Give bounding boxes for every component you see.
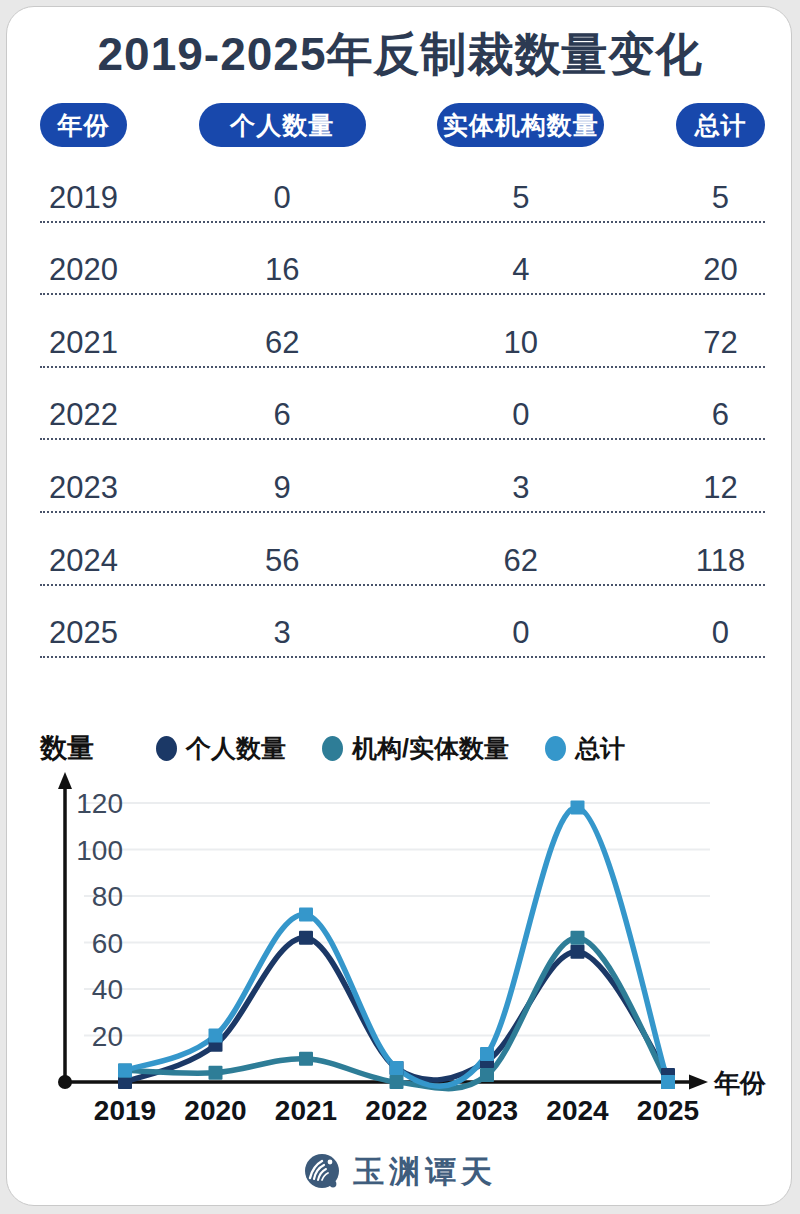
- value-cell: 5: [437, 181, 604, 215]
- x-tick-label: 2020: [184, 1095, 246, 1126]
- y-axis-title: 数量: [40, 730, 94, 766]
- y-tick-label: 120: [76, 788, 123, 819]
- data-point-marker: [299, 908, 313, 922]
- legend-item: 个人数量: [156, 732, 286, 765]
- legend-item: 总计: [545, 732, 625, 765]
- value-cell: 4: [437, 253, 604, 287]
- table-header-total: 总计: [676, 103, 765, 147]
- year-cell: 2024: [40, 544, 127, 578]
- chart-legend: 个人数量 机构/实体数量 总计: [156, 732, 625, 765]
- table-row: 2019 0 5 5: [40, 150, 765, 223]
- page-title: 2019-2025年反制裁数量变化: [0, 24, 800, 86]
- year-cell: 2019: [40, 181, 127, 215]
- logo-text: 玉渊谭天: [353, 1151, 497, 1193]
- table-row: 2021 62 10 72: [40, 295, 765, 368]
- year-cell: 2025: [40, 616, 127, 650]
- data-point-marker: [118, 1063, 132, 1077]
- table-row: 2024 56 62 118: [40, 513, 765, 586]
- table-header-year: 年份: [40, 103, 127, 147]
- data-point-marker: [390, 1061, 404, 1075]
- legend-dot-icon: [156, 736, 177, 761]
- logo-icon: [303, 1152, 343, 1192]
- y-tick-label: 20: [92, 1021, 123, 1052]
- value-cell: 56: [199, 544, 366, 578]
- legend-label: 总计: [575, 732, 625, 765]
- value-cell: 10: [437, 326, 604, 360]
- y-tick-label: 100: [76, 835, 123, 866]
- data-point-marker: [661, 1075, 675, 1089]
- line-chart: 20 40 60 80 100 120 2019 2020 2021 2022 2023 2024 20…: [0, 768, 800, 1130]
- data-point-marker: [571, 931, 585, 945]
- value-cell: 9: [199, 471, 366, 505]
- table-row: 2023 9 3 12: [40, 440, 765, 513]
- value-cell: 3: [437, 471, 604, 505]
- data-point-marker: [480, 1047, 494, 1061]
- table-row: 2020 16 4 20: [40, 223, 765, 296]
- value-cell: 118: [676, 544, 765, 578]
- legend-dot-icon: [545, 736, 566, 761]
- year-cell: 2023: [40, 471, 127, 505]
- x-tick-label: 2024: [546, 1095, 609, 1126]
- chart-legend-row: 数量 个人数量 机构/实体数量 总计: [40, 730, 760, 766]
- footer: 玉渊谭天: [0, 1146, 800, 1198]
- data-point-marker: [299, 931, 313, 945]
- value-cell: 62: [437, 544, 604, 578]
- y-tick-label: 60: [92, 928, 123, 959]
- legend-dot-icon: [322, 736, 343, 761]
- legend-item: 机构/实体数量: [322, 732, 509, 765]
- x-axis-title: 年份: [713, 1068, 767, 1098]
- x-tick-label: 2023: [456, 1095, 518, 1126]
- legend-label: 机构/实体数量: [352, 732, 509, 765]
- data-point-marker: [209, 1029, 223, 1043]
- value-cell: 72: [676, 326, 765, 360]
- x-tick-label: 2025: [637, 1095, 699, 1126]
- data-table: 2019 0 5 5 2020 16 4 20 2021 62 10 72 2022 6 0 6 2023 9 3 1…: [40, 150, 765, 658]
- y-tick-label: 40: [92, 974, 123, 1005]
- year-cell: 2020: [40, 253, 127, 287]
- data-point-marker: [571, 801, 585, 815]
- y-axis-arrow-icon: [58, 772, 72, 789]
- table-header-row: 年份 个人数量 实体机构数量 总计: [40, 103, 765, 147]
- value-cell: 62: [199, 326, 366, 360]
- year-cell: 2021: [40, 326, 127, 360]
- value-cell: 0: [437, 398, 604, 432]
- value-cell: 5: [676, 181, 765, 215]
- x-tick-label: 2019: [94, 1095, 156, 1126]
- legend-label: 个人数量: [186, 732, 286, 765]
- table-header-individual-count: 个人数量: [199, 103, 366, 147]
- x-tick-label: 2022: [365, 1095, 427, 1126]
- value-cell: 0: [437, 616, 604, 650]
- x-tick-label: 2021: [275, 1095, 337, 1126]
- year-cell: 2022: [40, 398, 127, 432]
- value-cell: 6: [676, 398, 765, 432]
- value-cell: 0: [676, 616, 765, 650]
- data-point-marker: [209, 1066, 223, 1080]
- value-cell: 12: [676, 471, 765, 505]
- data-point-marker: [299, 1052, 313, 1066]
- origin-dot: [58, 1075, 72, 1089]
- table-row: 2025 3 0 0: [40, 586, 765, 659]
- data-point-marker: [571, 945, 585, 959]
- value-cell: 0: [199, 181, 366, 215]
- y-tick-label: 80: [92, 881, 123, 912]
- series-line: [125, 938, 668, 1082]
- table-row: 2022 6 0 6: [40, 368, 765, 441]
- data-point-marker: [390, 1075, 404, 1089]
- table-header-entity-count: 实体机构数量: [437, 103, 604, 147]
- value-cell: 3: [199, 616, 366, 650]
- value-cell: 6: [199, 398, 366, 432]
- data-point-marker: [480, 1068, 494, 1082]
- value-cell: 16: [199, 253, 366, 287]
- value-cell: 20: [676, 253, 765, 287]
- x-axis-arrow-icon: [689, 1075, 708, 1090]
